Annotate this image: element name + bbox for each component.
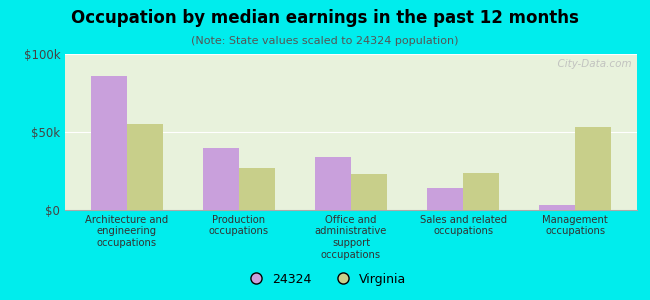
Bar [575,127,611,210]
Bar [427,188,463,210]
Text: (Note: State values scaled to 24324 population): (Note: State values scaled to 24324 popu… [191,36,459,46]
Bar [239,168,275,210]
Bar [463,172,499,210]
Text: City-Data.com: City-Data.com [551,59,631,69]
Bar [91,76,127,210]
Bar [315,157,351,210]
Bar [127,124,162,210]
Bar [203,148,239,210]
Text: Occupation by median earnings in the past 12 months: Occupation by median earnings in the pas… [71,9,579,27]
Bar [540,205,575,210]
Legend: 24324, Virginia: 24324, Virginia [239,268,411,291]
Bar [351,174,387,210]
